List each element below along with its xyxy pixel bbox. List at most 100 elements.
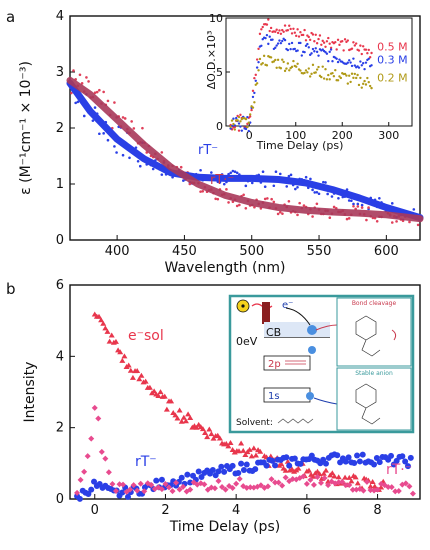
e-sol-point bbox=[125, 362, 132, 368]
panel-b-x-tick-label: 2 bbox=[161, 503, 169, 518]
inset-point-05M bbox=[370, 51, 373, 55]
rT-minus-b-point bbox=[124, 493, 131, 500]
rT-radical-b-point bbox=[187, 486, 194, 493]
inset-point-05M bbox=[276, 31, 280, 35]
rT-minus-point bbox=[289, 173, 293, 177]
e-sol-point bbox=[208, 431, 215, 437]
rT-radical-point bbox=[302, 204, 306, 207]
inset-point-05M bbox=[346, 39, 350, 42]
rT-radical-b-point bbox=[91, 404, 98, 411]
e-sol-point bbox=[305, 467, 312, 473]
electron-1s-icon bbox=[306, 392, 314, 400]
inset-point-02M bbox=[338, 75, 341, 78]
rT-minus-point bbox=[98, 132, 101, 136]
arrow-to-cleavage bbox=[315, 324, 338, 331]
rT-minus-b-point bbox=[342, 458, 349, 465]
rT-radical-point bbox=[214, 197, 217, 201]
inset-point-05M bbox=[368, 56, 372, 59]
rT-minus-b-point bbox=[399, 453, 406, 460]
rT-radical-b-point bbox=[148, 482, 155, 489]
inset-point-03M bbox=[275, 44, 278, 47]
rT-minus-b-point bbox=[187, 479, 194, 486]
inset-point-05M bbox=[308, 38, 312, 42]
inset-point-05M bbox=[250, 108, 253, 112]
arrow-to-cb bbox=[285, 307, 311, 326]
rT-radical-point bbox=[106, 99, 110, 103]
e-sol-point bbox=[352, 474, 359, 480]
e-sol-point bbox=[335, 474, 342, 480]
rT-radical-b-point bbox=[112, 488, 119, 495]
rT-radical-b-point bbox=[388, 484, 395, 491]
panel-b-x-ticks: 0 2 4 6 8 bbox=[91, 494, 382, 518]
inset-point-03M bbox=[317, 54, 320, 57]
rT-radical-b-point bbox=[233, 480, 240, 487]
inset-point-02M bbox=[282, 60, 285, 64]
rT-radical-b-point bbox=[229, 484, 236, 491]
panel-b-x-tick-label: 8 bbox=[373, 503, 381, 518]
rT-minus-point bbox=[235, 171, 239, 175]
cleavage-mark bbox=[391, 329, 397, 341]
inset-point-05M bbox=[313, 40, 316, 43]
inset-point-02M bbox=[368, 84, 372, 88]
rT-radical-point bbox=[160, 151, 164, 154]
mechanism-schematic: e⁻ CB 0eV 2p 1s Solvent: Bond cleavage S… bbox=[228, 294, 415, 434]
inset-point-02M bbox=[360, 86, 363, 89]
inset-point-05M bbox=[367, 48, 370, 52]
rT-radical-point bbox=[263, 197, 267, 201]
rT-minus-b-point bbox=[221, 468, 228, 475]
inset-point-05M bbox=[248, 115, 252, 118]
inset-x-tick-label: 0 bbox=[246, 129, 253, 142]
inset-point-02M bbox=[290, 65, 294, 69]
schematic-1s: 1s bbox=[268, 391, 280, 402]
rT-radical-point bbox=[132, 127, 136, 130]
rT-minus-fit-line bbox=[66, 79, 424, 222]
rT-radical-point bbox=[375, 219, 379, 223]
panel-a-y-ticks: 0 1 2 3 4 bbox=[56, 9, 75, 248]
e-sol-point bbox=[204, 434, 211, 440]
e-sol-point bbox=[129, 374, 136, 380]
inset-legend-03M: 0.3 M bbox=[377, 53, 407, 66]
rT-radical-b-point bbox=[314, 474, 321, 481]
rT-radical-point bbox=[360, 206, 364, 209]
panel-a-x-label: Wavelength (nm) bbox=[165, 260, 286, 276]
inset-point-02M bbox=[229, 125, 232, 128]
electron-cb-icon bbox=[307, 325, 317, 335]
rT-radical-point bbox=[332, 205, 336, 209]
inset-point-03M bbox=[360, 64, 363, 67]
inset-y-tick-label: 0 bbox=[216, 120, 223, 133]
rT-radical-b-point bbox=[130, 482, 137, 489]
inset-point-03M bbox=[359, 60, 362, 63]
rT-radical-b-point bbox=[282, 474, 289, 481]
rT-minus-point bbox=[128, 156, 131, 160]
panel-b-y-ticks: 0 2 4 6 bbox=[56, 278, 75, 507]
inset-point-05M bbox=[297, 35, 301, 38]
inset-point-05M bbox=[255, 58, 259, 61]
inset-point-02M bbox=[306, 71, 309, 74]
inset-point-05M bbox=[267, 18, 270, 21]
inset-point-05M bbox=[307, 35, 310, 39]
panel-a-x-tick-label: 600 bbox=[374, 244, 399, 259]
e-sol-point bbox=[378, 484, 385, 490]
rT-radical-point bbox=[238, 203, 241, 207]
inset-point-05M bbox=[286, 29, 290, 32]
rT-minus-point bbox=[136, 159, 140, 163]
inset-point-03M bbox=[267, 42, 270, 46]
schematic-stable-anion: Stable anion bbox=[355, 370, 393, 377]
rT-minus-point bbox=[378, 196, 381, 200]
rT-radical-b-point bbox=[162, 481, 169, 488]
inset-point-03M bbox=[290, 41, 294, 45]
inset-point-02M bbox=[299, 69, 302, 72]
inset-point-03M bbox=[336, 60, 340, 64]
inset-point-02M bbox=[276, 58, 280, 62]
inset-point-03M bbox=[338, 58, 341, 61]
inset-a-y-label: ΔO.D.×10³ bbox=[205, 31, 218, 90]
rT-radical-point bbox=[298, 201, 301, 205]
rT-radical-fit-line bbox=[66, 76, 424, 223]
inset-point-02M bbox=[237, 115, 241, 119]
inset-point-05M bbox=[317, 37, 320, 41]
panel-b-x-label: Time Delay (ps) bbox=[169, 519, 280, 535]
rT-minus-b-point bbox=[178, 474, 185, 481]
rT-radical-point bbox=[242, 193, 245, 197]
rT-radical-point bbox=[199, 190, 202, 193]
rT-minus-point bbox=[121, 153, 125, 157]
